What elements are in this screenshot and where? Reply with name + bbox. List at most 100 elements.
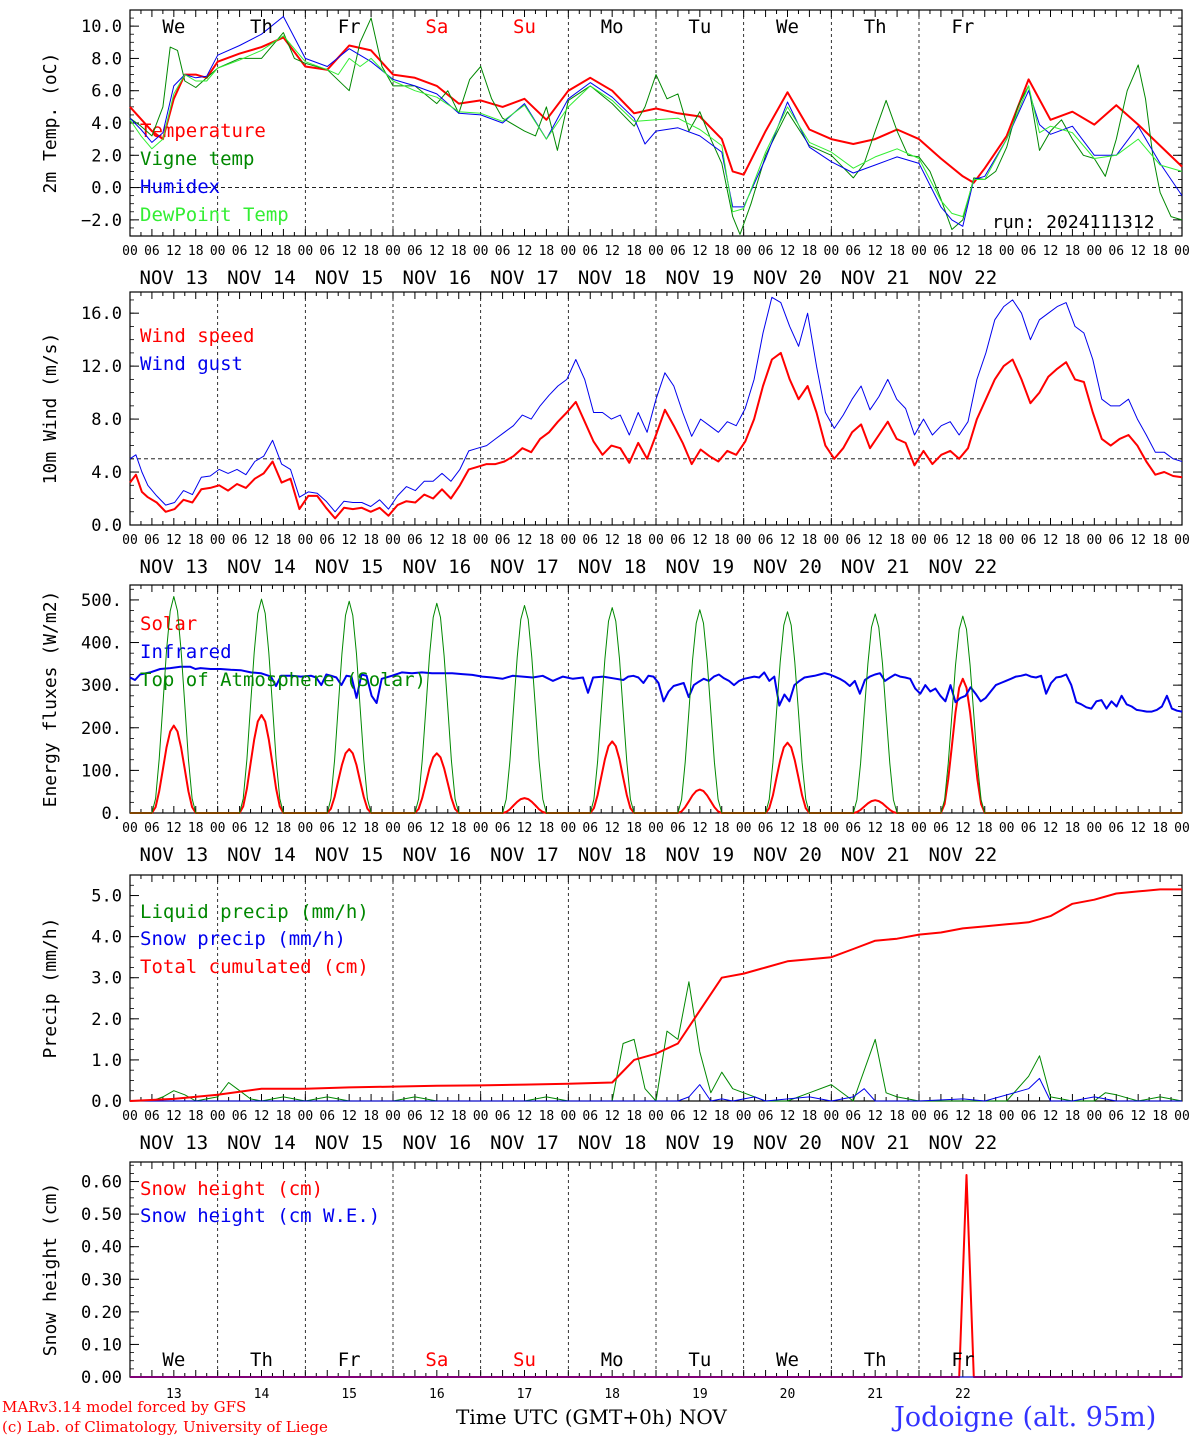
hour-tick-label: 06 (319, 244, 335, 259)
hour-tick-label: 12 (166, 533, 182, 548)
hour-tick-label: 00 (911, 533, 927, 548)
series-liquid-precip-mm-h-line (130, 981, 1183, 1102)
hour-tick-label: 00 (911, 821, 927, 836)
hour-tick-label: 06 (144, 244, 160, 259)
hour-tick-label: 12 (517, 244, 533, 259)
hour-tick-label: 06 (1108, 1109, 1124, 1124)
hour-tick-label: 00 (736, 1109, 752, 1124)
day-label: NOV 21 (841, 556, 910, 578)
hour-tick-label: 18 (977, 244, 993, 259)
legend-label: Liquid precip (mm/h) (140, 901, 369, 923)
day-label: NOV 20 (753, 267, 822, 289)
hour-tick-label: 12 (341, 533, 357, 548)
hour-tick-label: 00 (999, 1109, 1015, 1124)
hour-tick-label: 18 (802, 244, 818, 259)
hour-tick-label: 12 (1043, 821, 1059, 836)
hour-tick-label: 06 (232, 821, 248, 836)
hour-tick-label: 00 (561, 1109, 577, 1124)
weekday-label: Mo (601, 1349, 624, 1371)
y-tick-label: 16.0 (81, 304, 122, 324)
hour-tick-label: 12 (955, 244, 971, 259)
hour-tick-label: 00 (473, 244, 489, 259)
legend-label: Wind speed (140, 325, 254, 347)
hour-tick-label: 06 (1108, 244, 1124, 259)
hour-tick-label: 18 (539, 533, 555, 548)
day-label: NOV 22 (929, 556, 998, 578)
y-tick-label: 0.30 (81, 1270, 122, 1290)
day-label: NOV 19 (666, 1132, 735, 1154)
station-location: Jodoigne (alt. 95m) (894, 1402, 1157, 1433)
y-tick-label: 4.0 (91, 463, 122, 483)
y-tick-label: 0. (102, 804, 122, 824)
day-label: NOV 16 (403, 267, 472, 289)
day-label: NOV 21 (841, 267, 910, 289)
hour-tick-label: 00 (122, 821, 138, 836)
day-label: NOV 13 (140, 556, 209, 578)
y-tick-label: 2.0 (91, 1010, 122, 1030)
hour-tick-label: 00 (1087, 821, 1103, 836)
hour-tick-label: 18 (626, 1109, 642, 1124)
y-tick-label: 300. (81, 676, 122, 696)
day-label: NOV 22 (929, 1132, 998, 1154)
hour-tick-label: 12 (341, 1109, 357, 1124)
legend-label: Infrared (140, 641, 232, 663)
hour-tick-label: 00 (648, 1109, 664, 1124)
day-label: NOV 18 (578, 556, 647, 578)
y-tick-label: 5.0 (91, 887, 122, 907)
hour-tick-label: 00 (648, 244, 664, 259)
hour-tick-label: 18 (802, 1109, 818, 1124)
hour-tick-label: 18 (889, 244, 905, 259)
hour-tick-label: 18 (977, 821, 993, 836)
hour-tick-label: 12 (692, 1109, 708, 1124)
hour-tick-label: 12 (429, 533, 445, 548)
day-number-label: 14 (254, 1387, 270, 1402)
hour-tick-label: 06 (845, 821, 861, 836)
y-tick-label: 1.0 (91, 1051, 122, 1071)
hour-tick-label: 12 (867, 244, 883, 259)
day-label: NOV 14 (227, 267, 296, 289)
hour-tick-label: 06 (670, 533, 686, 548)
hour-tick-label: 12 (867, 533, 883, 548)
day-label: NOV 21 (841, 844, 910, 866)
run-annotation: run: 2024111312 (992, 212, 1155, 233)
hour-tick-label: 18 (889, 533, 905, 548)
y-tick-label: 0.50 (81, 1205, 122, 1225)
hour-tick-label: 00 (210, 533, 226, 548)
hour-tick-label: 12 (955, 821, 971, 836)
hour-tick-label: 18 (451, 1109, 467, 1124)
hour-tick-label: 12 (254, 821, 270, 836)
hour-tick-label: 00 (298, 821, 314, 836)
hour-tick-label: 12 (955, 1109, 971, 1124)
hour-tick-label: 00 (824, 533, 840, 548)
y-tick-label: 0.00 (81, 1368, 122, 1388)
series-humidex-line (129, 16, 1183, 227)
hour-tick-label: 00 (1087, 244, 1103, 259)
hour-tick-label: 18 (626, 533, 642, 548)
weekday-label: Sa (425, 1349, 448, 1371)
hour-tick-label: 12 (780, 821, 796, 836)
hour-tick-label: 06 (1108, 821, 1124, 836)
series-temperature-line (129, 36, 1183, 184)
hour-tick-label: 06 (495, 821, 511, 836)
weekday-label: Fr (951, 16, 974, 38)
y-tick-label: 400. (81, 634, 122, 654)
hour-tick-label: 06 (1021, 244, 1037, 259)
y-tick-label: 0.0 (91, 1092, 122, 1112)
day-label: NOV 19 (666, 556, 735, 578)
y-tick-label: 2.0 (91, 146, 122, 166)
day-label: NOV 15 (315, 1132, 384, 1154)
weekday-label: Th (864, 16, 887, 38)
weekday-label: Mo (601, 16, 624, 38)
day-label: NOV 15 (315, 267, 384, 289)
y-tick-label: 12.0 (81, 357, 122, 377)
hour-tick-label: 00 (1174, 821, 1190, 836)
hour-tick-label: 12 (692, 821, 708, 836)
hour-tick-label: 12 (429, 821, 445, 836)
hour-tick-label: 06 (758, 821, 774, 836)
hour-tick-label: 06 (407, 821, 423, 836)
hour-tick-label: 00 (911, 1109, 927, 1124)
hour-tick-label: 00 (561, 821, 577, 836)
hour-tick-label: 06 (582, 1109, 598, 1124)
day-label: NOV 19 (666, 844, 735, 866)
panel-precip: 5.0 4.0 3.0 2.0 1.0 0.0 Precip (mm/h) Liquid pr… (40, 874, 1190, 1154)
